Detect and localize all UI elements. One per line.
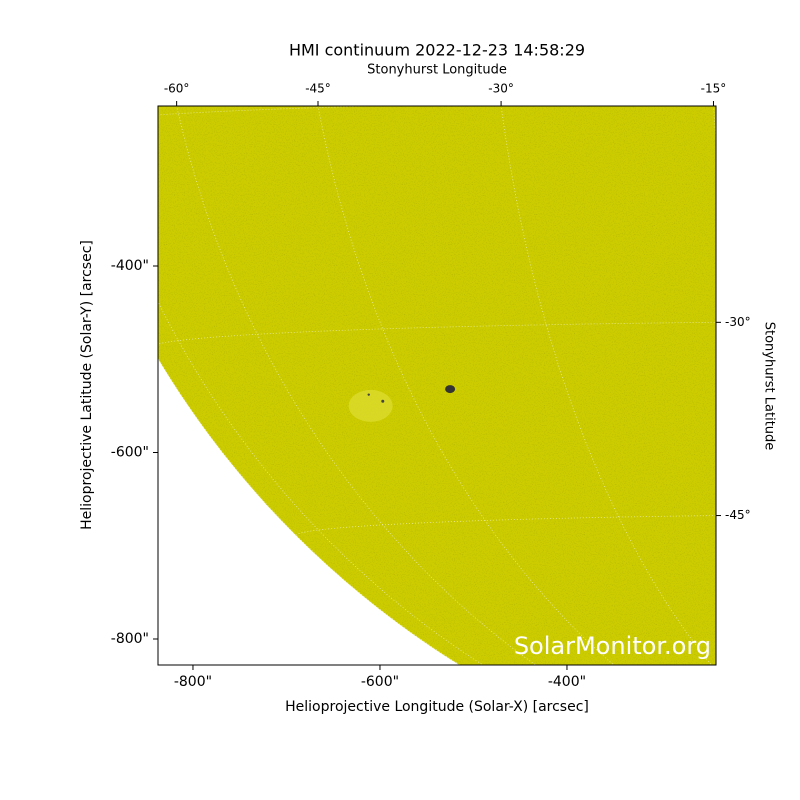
y-tick-label: -400": [111, 258, 149, 274]
pore: [381, 399, 385, 403]
ticks: -800" -600" -400" -800" -600" -400" -60° -45° -3…: [111, 82, 751, 691]
y-tick-label: -600": [111, 444, 149, 460]
y2-tick-label: -45°: [725, 508, 751, 522]
x2-tick-label: -45°: [305, 82, 331, 96]
x2-tick-label: -15°: [701, 82, 727, 96]
grid-line: [713, 106, 716, 145]
x2-axis-label: Stonyhurst Longitude: [367, 63, 507, 78]
plage: [348, 389, 393, 422]
x-axis-label: Helioprojective Longitude (Solar-X) [arc…: [285, 699, 589, 715]
watermark: SolarMonitor.org: [514, 632, 711, 660]
y-tick-label: -800": [111, 631, 149, 647]
plot-area: SolarMonitor.org: [158, 106, 800, 771]
x-tick-label: -400": [548, 674, 586, 690]
axes-frame: [157, 105, 717, 666]
grid-line: [705, 763, 800, 771]
x2-tick-label: -30°: [488, 82, 514, 96]
y2-axis-label: Stonyhurst Latitude: [762, 322, 777, 451]
sunspot: [445, 385, 456, 394]
chart-title: HMI continuum 2022-12-23 14:58:29: [289, 41, 585, 60]
pore: [367, 393, 370, 396]
grid-line: [317, 106, 615, 665]
disk-texture: [158, 106, 716, 665]
y2-tick-label: -30°: [725, 315, 751, 329]
x-tick-label: -800": [174, 674, 212, 690]
x-tick-label: -600": [361, 674, 399, 690]
y-axis-label: Helioprojective Latitude (Solar-Y) [arcs…: [79, 240, 95, 530]
grid-line: [485, 665, 800, 680]
x2-tick-label: -60°: [164, 82, 190, 96]
